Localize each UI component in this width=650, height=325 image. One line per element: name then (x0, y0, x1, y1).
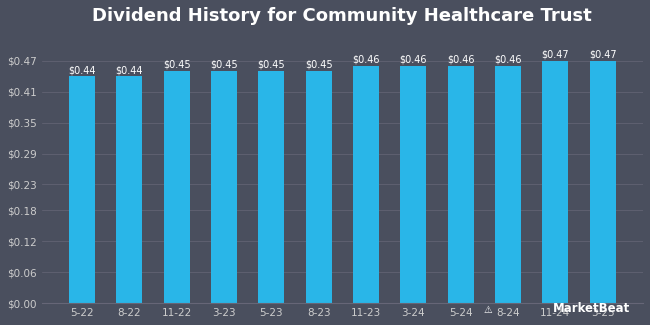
Bar (448, 66, 474, 303)
Bar (164, 71, 190, 303)
Bar (306, 71, 332, 303)
Text: $0.47: $0.47 (541, 50, 569, 59)
Bar (495, 66, 521, 303)
Bar (258, 71, 284, 303)
Bar (116, 76, 142, 303)
Text: $0.46: $0.46 (494, 55, 522, 65)
Text: $0.46: $0.46 (352, 55, 380, 65)
Text: $0.44: $0.44 (116, 65, 143, 75)
Text: MarketBeat: MarketBeat (553, 302, 630, 315)
Text: $0.45: $0.45 (257, 60, 285, 70)
Bar (69, 76, 95, 303)
Text: $0.46: $0.46 (400, 55, 427, 65)
Text: ⚠: ⚠ (484, 305, 493, 315)
Text: $0.46: $0.46 (447, 55, 474, 65)
Text: $0.45: $0.45 (305, 60, 332, 70)
Bar (590, 61, 616, 303)
Text: $0.44: $0.44 (68, 65, 96, 75)
Bar (353, 66, 379, 303)
Bar (400, 66, 426, 303)
Text: $0.45: $0.45 (210, 60, 238, 70)
Text: $0.45: $0.45 (162, 60, 190, 70)
Bar (211, 71, 237, 303)
Bar (542, 61, 568, 303)
Title: Dividend History for Community Healthcare Trust: Dividend History for Community Healthcar… (92, 7, 592, 25)
Text: $0.47: $0.47 (589, 50, 616, 59)
